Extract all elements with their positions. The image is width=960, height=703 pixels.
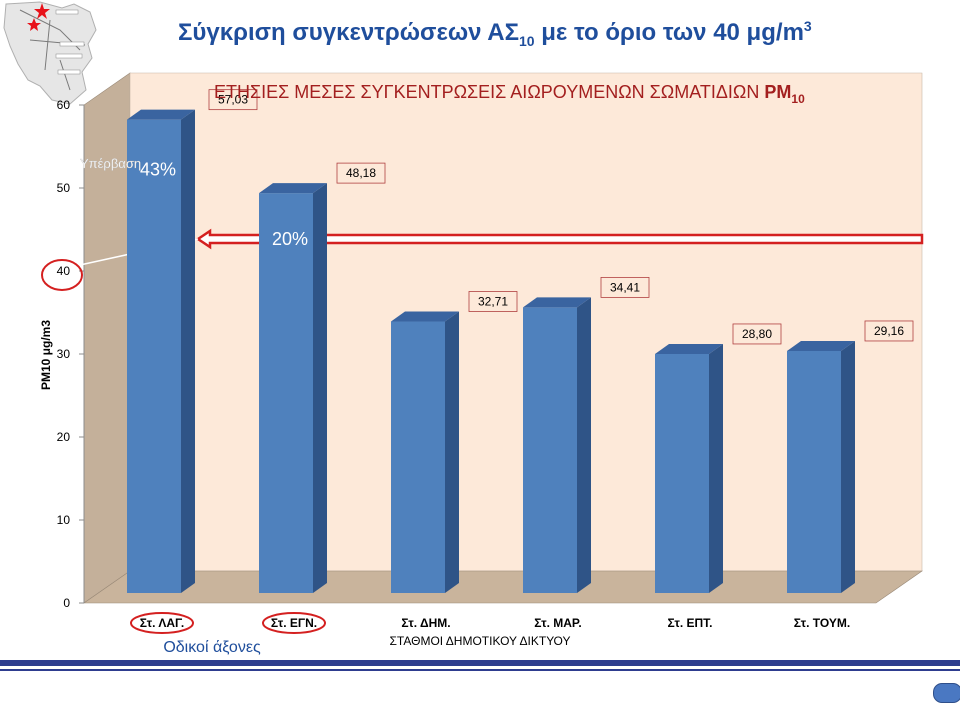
bar-side bbox=[709, 343, 723, 593]
data-label-box bbox=[864, 320, 914, 342]
y-tick-label: 40 bbox=[57, 264, 71, 278]
bar-front bbox=[391, 321, 445, 593]
bar-top bbox=[523, 297, 591, 308]
pm10-bar-chart: 0 10 20 30 40 50 60 PM10 μg/m3 57,03 48,18 32,71 3… bbox=[39, 72, 924, 656]
station-star-icon bbox=[34, 3, 50, 19]
bar-front bbox=[259, 193, 313, 593]
exceedance-label: Υπέρβαση bbox=[80, 156, 141, 171]
chart-side-wall bbox=[83, 72, 131, 604]
bar-top bbox=[655, 343, 723, 354]
bar-top bbox=[259, 183, 327, 194]
bar-side bbox=[841, 340, 855, 593]
data-label: 29,16 bbox=[874, 324, 904, 338]
slide-title-subscript: 10 bbox=[519, 32, 535, 49]
bar-side bbox=[181, 109, 195, 593]
chart-title-subscript: 10 bbox=[791, 92, 805, 106]
category-highlight-ellipse bbox=[262, 612, 326, 634]
y-tick-label: 0 bbox=[63, 596, 70, 610]
y-tick-label: 20 bbox=[57, 430, 71, 444]
bar-top bbox=[127, 109, 195, 120]
category-label: Στ. ΜΑΡ. bbox=[534, 616, 581, 630]
category-label: Στ. ΕΠΤ. bbox=[667, 616, 712, 630]
map-road-lines bbox=[19, 9, 86, 91]
slide-title-main: Σύγκριση συγκεντρώσεων ΑΣ bbox=[178, 19, 519, 46]
data-label-box bbox=[600, 276, 650, 298]
category-highlight-ellipse bbox=[130, 612, 194, 634]
location-map-thumbnail bbox=[0, 0, 100, 110]
data-label-box bbox=[732, 323, 782, 345]
bar-side bbox=[445, 311, 459, 593]
bar-front bbox=[655, 353, 709, 593]
road-axes-label: Οδικοί άξονες bbox=[163, 639, 261, 656]
category-label: Στ. ΛΑΓ. bbox=[140, 616, 184, 630]
data-label: 34,41 bbox=[610, 280, 640, 294]
y-tick-label: 30 bbox=[57, 347, 71, 361]
slide-title: Σύγκριση συγκεντρώσεων ΑΣ10 με το όριο τ… bbox=[178, 18, 812, 49]
limit-tick-highlight-circle bbox=[41, 259, 83, 291]
bar-top bbox=[787, 340, 855, 351]
y-tick-label: 60 bbox=[57, 98, 71, 112]
chart-title-main: ΕΤΗΣΙΕΣ ΜΕΣΕΣ ΣΥΓΚΕΝΤΡΩΣΕΙΣ ΑΙΩΡΟΥΜΕΝΩΝ … bbox=[214, 82, 764, 102]
data-label-box bbox=[336, 162, 386, 184]
slide-title-mid: με το όριο των 40 μg/m bbox=[534, 19, 804, 46]
slide-title-superscript: 3 bbox=[803, 18, 812, 34]
footer-line bbox=[0, 669, 960, 671]
map-region-shape bbox=[3, 1, 97, 105]
data-label: 57,03 bbox=[218, 93, 248, 107]
bar-front bbox=[523, 307, 577, 593]
category-label: Στ. ΔΗΜ. bbox=[401, 616, 450, 630]
bar-front bbox=[127, 119, 181, 593]
exceedance-percent: 43% bbox=[140, 160, 176, 180]
footer-bar bbox=[0, 660, 960, 666]
bar-top bbox=[391, 311, 459, 322]
x-axis-title: ΣΤΑΘΜΟΙ ΔΗΜΟΤΙΚΟΥ ΔΙΚΤΥΟΥ bbox=[390, 634, 571, 648]
bar-front bbox=[787, 350, 841, 593]
limit-40-arrow bbox=[195, 228, 924, 250]
y-tick-label: 10 bbox=[57, 513, 71, 527]
exceedance-percent: 20% bbox=[272, 229, 308, 249]
bar-side bbox=[313, 183, 327, 593]
chart-title-suffix: PM bbox=[764, 82, 791, 102]
slide-nav-button[interactable] bbox=[933, 683, 960, 703]
data-label: 28,80 bbox=[742, 327, 772, 341]
y-axis-title: PM10 μg/m3 bbox=[39, 320, 53, 390]
category-label: Στ. ΕΓΝ. bbox=[271, 616, 317, 630]
data-label-box bbox=[468, 291, 518, 312]
y-tick-label: 50 bbox=[57, 181, 71, 195]
chart-title: ΕΤΗΣΙΕΣ ΜΕΣΕΣ ΣΥΓΚΕΝΤΡΩΣΕΙΣ ΑΙΩΡΟΥΜΕΝΩΝ … bbox=[214, 82, 805, 106]
data-label-box bbox=[208, 89, 258, 111]
category-label: Στ. ΤΟΥΜ. bbox=[794, 616, 850, 630]
station-star-icon bbox=[27, 18, 41, 31]
data-label: 32,71 bbox=[478, 295, 508, 309]
data-label: 48,18 bbox=[346, 166, 376, 180]
bar-side bbox=[577, 297, 591, 593]
